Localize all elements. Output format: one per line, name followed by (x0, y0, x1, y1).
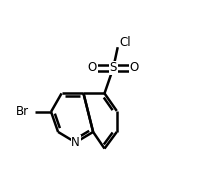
Text: O: O (130, 61, 139, 74)
Text: N: N (71, 136, 80, 149)
Text: Cl: Cl (119, 36, 131, 49)
Text: O: O (88, 61, 97, 74)
Text: Br: Br (16, 105, 29, 118)
Text: S: S (109, 61, 117, 74)
